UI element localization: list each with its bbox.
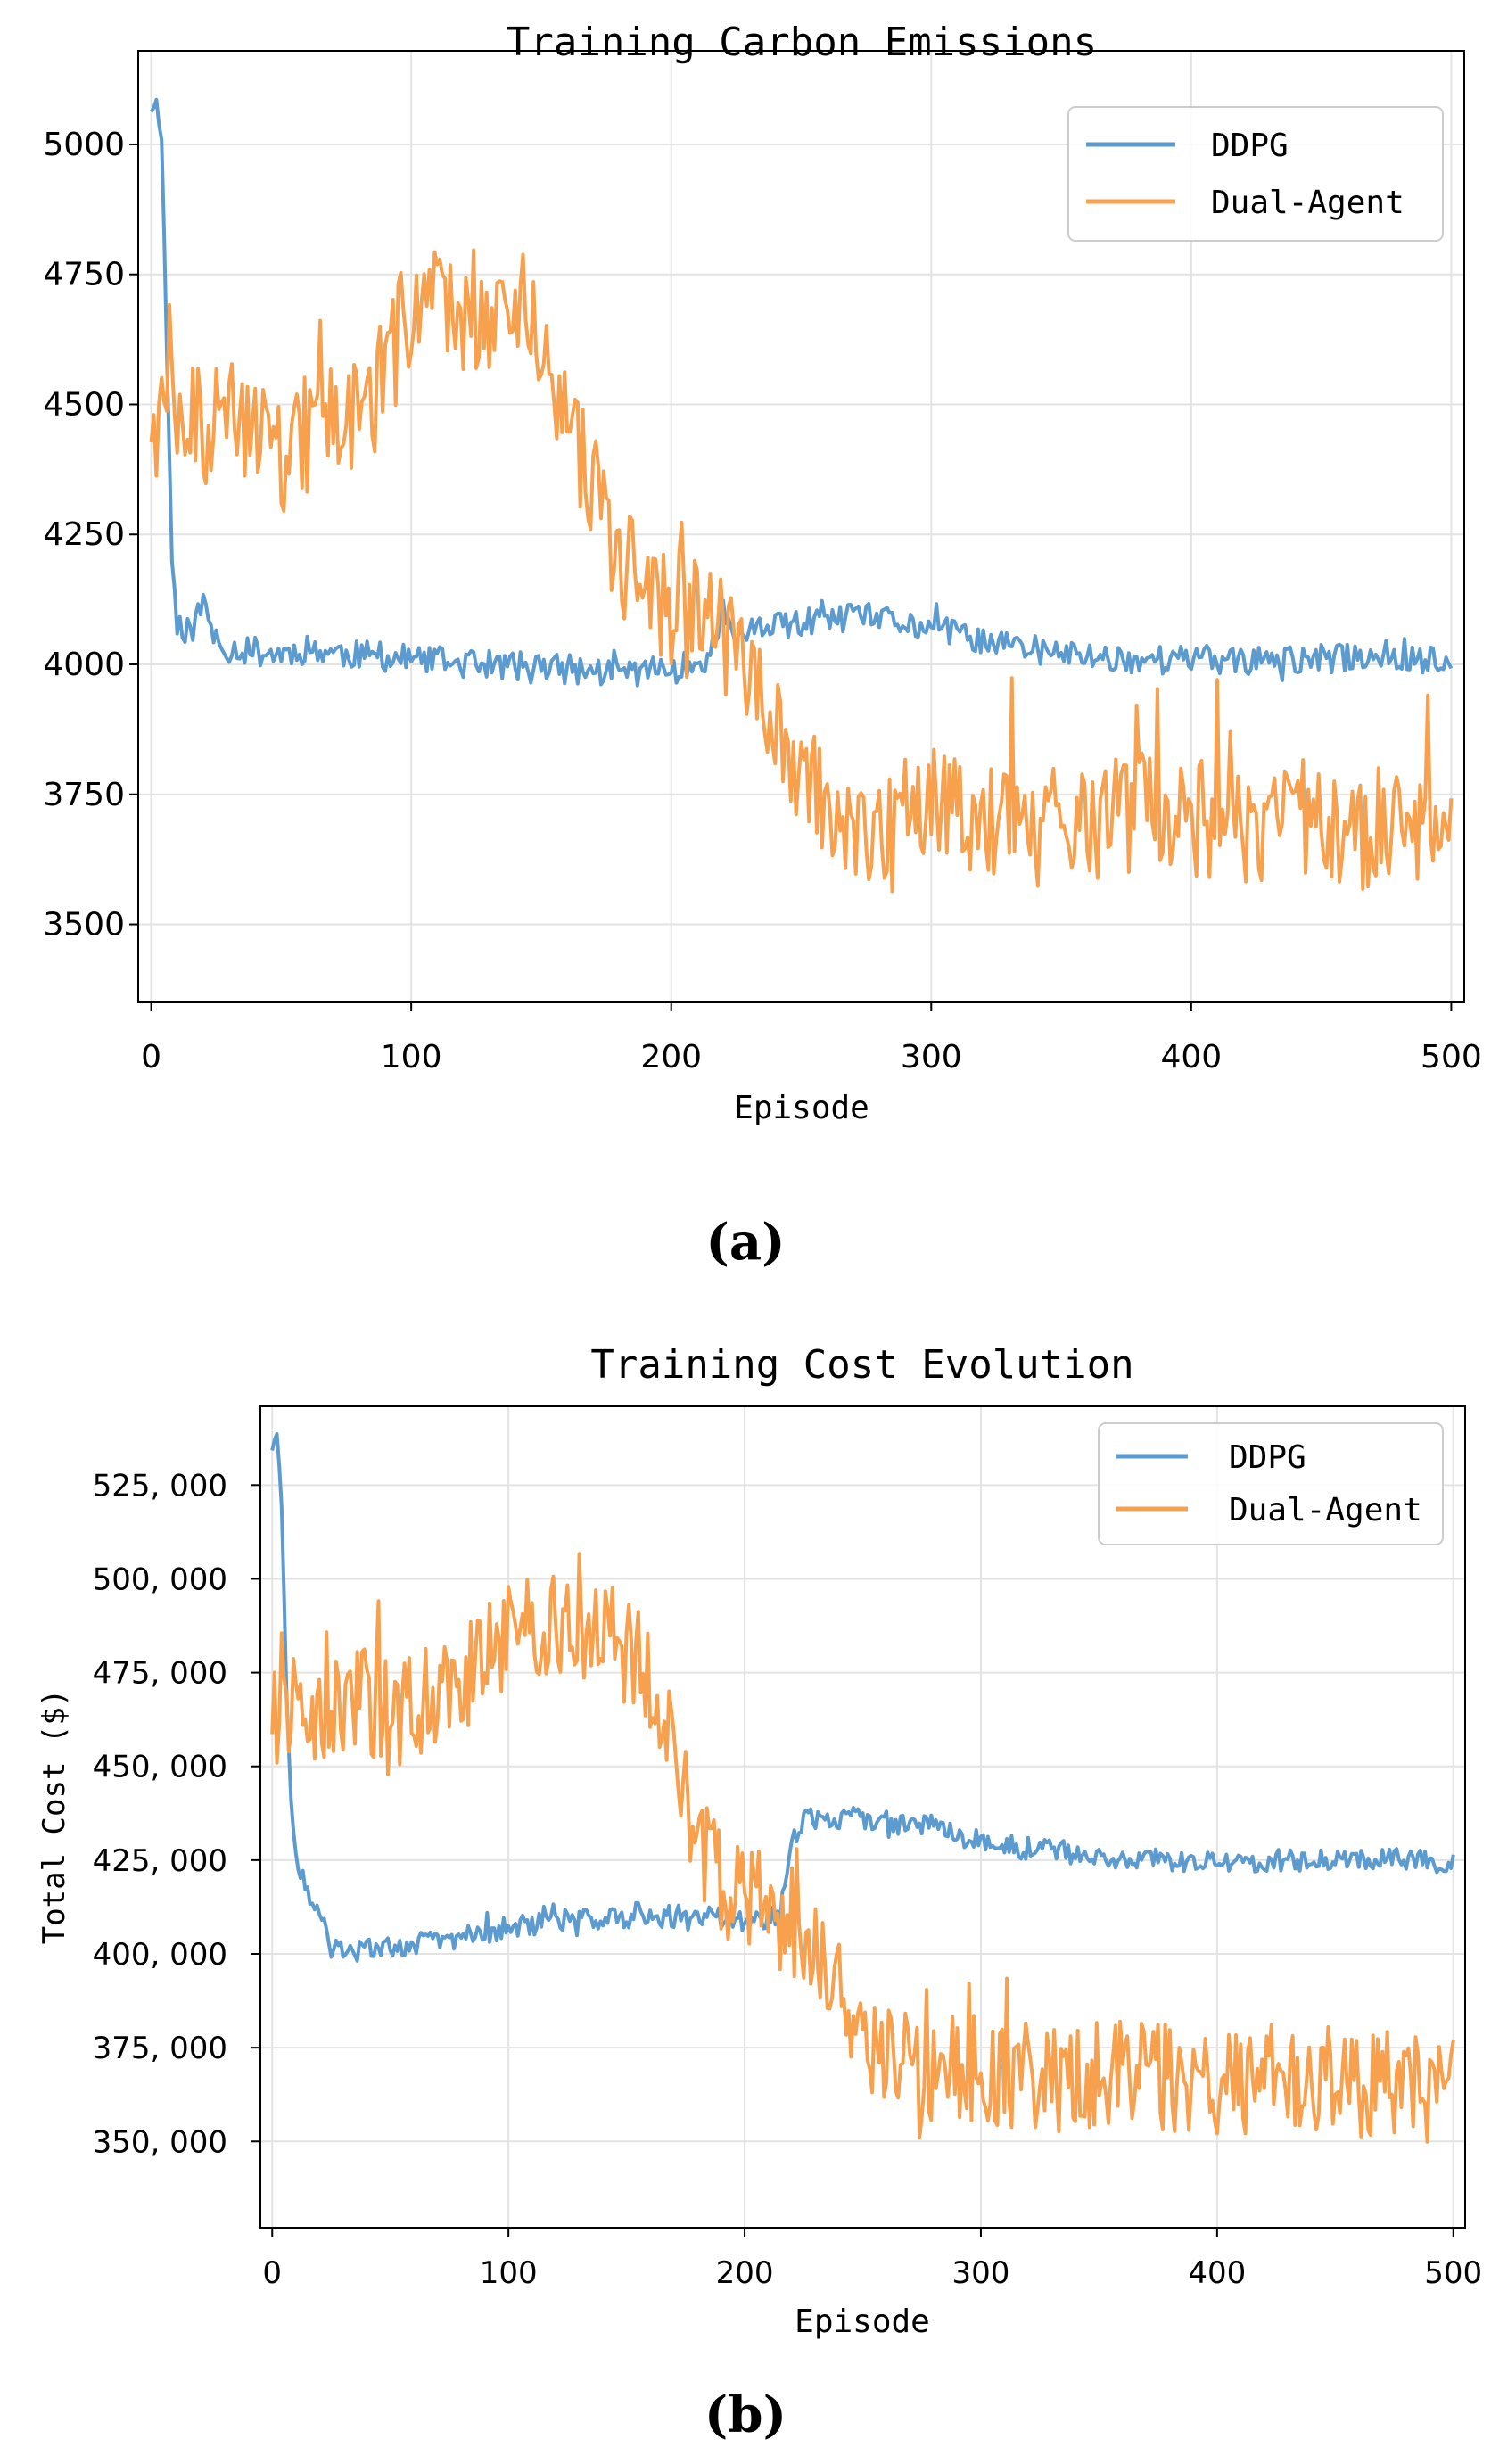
chart-b-xtick-label-0: 0: [262, 2255, 282, 2291]
chart-a-ytick-label-5000: 5000: [43, 127, 125, 163]
chart-b-series-dual-agent: [270, 1552, 1455, 2144]
chart-a-y-ticks: 3500 3750 4000 4250 4500 4750 5000: [43, 127, 138, 944]
chart-b-x-ticks: 0 100 200 300 400 500: [262, 2228, 1482, 2291]
chart-a-ytick-label-4750: 4750: [43, 257, 125, 293]
chart-a-legend: DDPG Dual-Agent: [1067, 106, 1444, 242]
chart-b-ytick-label-450000: 450, 000: [93, 1750, 227, 1785]
chart-b-series-ddpg: [270, 1432, 1455, 1963]
chart-b-ytick-label-475000: 475, 000: [93, 1656, 227, 1692]
chart-b-ylabel: Total Cost ($): [37, 1689, 72, 1945]
chart-b-ytick-label-400000: 400, 000: [93, 1937, 227, 1973]
chart-b-series-layer: [270, 1432, 1455, 2144]
chart-b-legend-box: [1098, 1422, 1444, 1545]
chart-b-title: Training Cost Evolution: [590, 1342, 1133, 1388]
chart-a-ytick-label-4000: 4000: [43, 647, 125, 683]
chart-a-ytick-label-4250: 4250: [43, 516, 125, 553]
chart-a-ytick-label-4500: 4500: [43, 386, 125, 423]
chart-a-title: Training Carbon Emissions: [507, 20, 1097, 65]
chart-a-xtick-label-100: 100: [381, 1039, 442, 1075]
chart-a-xtick-label-400: 400: [1160, 1039, 1222, 1075]
chart-b-plot-frame: [259, 1405, 1466, 2229]
chart-a-legend-box: [1067, 106, 1444, 242]
chart-a-xtick-label-300: 300: [901, 1039, 962, 1075]
chart-b-xtick-label-200: 200: [716, 2255, 774, 2291]
chart-b-legend-label-dual-agent: Dual-Agent: [1229, 1492, 1422, 1529]
chart-b-xtick-label-400: 400: [1188, 2255, 1246, 2291]
chart-a-plot-frame: [137, 50, 1465, 1003]
chart-a-legend-label-dual-agent: Dual-Agent: [1211, 185, 1405, 221]
chart-b-grid: [260, 1406, 1465, 2228]
chart-a: Training Carbon Emissions 0 100 200 300 400 5…: [43, 20, 1481, 1272]
chart-b-y-ticks: 350, 000 375, 000 400, 000 425, 000 450, 000…: [93, 1468, 260, 2160]
chart-b-xtick-label-500: 500: [1424, 2255, 1482, 2291]
chart-a-series-dual-agent: [149, 248, 1454, 894]
chart-b-legend: DDPG Dual-Agent: [1098, 1422, 1444, 1545]
chart-a-caption: (a): [705, 1213, 785, 1272]
chart-b-ytick-label-425000: 425, 000: [93, 1843, 227, 1879]
chart-a-x-ticks: 0 100 200 300 400 500: [141, 1002, 1482, 1075]
chart-a-xtick-label-500: 500: [1421, 1039, 1482, 1075]
chart-a-ytick-label-3750: 3750: [43, 777, 125, 813]
chart-a-ytick-label-3500: 3500: [43, 907, 125, 944]
chart-a-legend-label-ddpg: DDPG: [1211, 128, 1289, 164]
chart-b-xlabel: Episode: [795, 2303, 930, 2340]
chart-b-ytick-label-525000: 525, 000: [93, 1468, 227, 1504]
chart-b-caption: (b): [704, 2386, 787, 2444]
chart-b: Training Cost Evolution 0 100 200 300 400 500…: [37, 1342, 1482, 2444]
chart-a-series-ddpg: [149, 97, 1454, 688]
chart-b-ytick-label-350000: 350, 000: [93, 2124, 227, 2160]
chart-a-series-layer: [149, 97, 1454, 894]
chart-a-xtick-label-0: 0: [141, 1039, 161, 1075]
chart-a-xlabel: Episode: [734, 1090, 869, 1126]
chart-b-ytick-label-375000: 375, 000: [93, 2031, 227, 2066]
chart-b-ytick-label-500000: 500, 000: [93, 1562, 227, 1597]
chart-b-xtick-label-300: 300: [951, 2255, 1009, 2291]
chart-b-legend-label-ddpg: DDPG: [1229, 1439, 1306, 1476]
chart-a-xtick-label-200: 200: [640, 1039, 702, 1075]
chart-b-xtick-label-100: 100: [480, 2255, 538, 2291]
